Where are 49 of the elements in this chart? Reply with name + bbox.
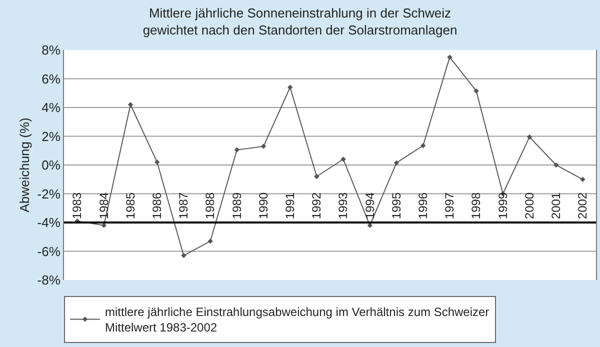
- x-tick-label: 1997: [442, 192, 457, 220]
- y-tick-label: -6%: [37, 244, 61, 259]
- chart-subtitle: gewichtet nach den Standorten der Solarstromanlagen: [142, 22, 458, 38]
- point: [314, 174, 320, 180]
- x-tick-label: 2000: [522, 192, 536, 220]
- x-tick-label: 1992: [310, 192, 324, 220]
- y-tick-label: -4%: [37, 215, 61, 230]
- point: [554, 162, 559, 168]
- point: [420, 142, 426, 148]
- x-tick-label: 1994: [362, 192, 377, 220]
- point: [260, 144, 266, 149]
- x-tick-label: 1996: [416, 192, 430, 220]
- y-tick-label: 2%: [42, 128, 61, 144]
- x-tick-label: 1983: [70, 192, 84, 220]
- x-tick-label: 1984: [96, 192, 111, 220]
- y-tick-label: 8%: [42, 42, 61, 58]
- point: [154, 160, 160, 165]
- legend-label: mittlere jährliche Einstrahlungsabweichung im Verhältnis zum Schweizer Mittelwert 1983-2002: [105, 305, 490, 335]
- y-tick-label: 6%: [42, 71, 61, 86]
- x-tick-label: 1985: [123, 192, 138, 220]
- x-tick-label: 1990: [256, 192, 270, 220]
- point: [288, 84, 293, 90]
- x-tick-label: 1989: [230, 192, 244, 220]
- point: [447, 54, 452, 60]
- x-tick-label: 1986: [150, 192, 164, 220]
- x-tick-label: 1987: [176, 192, 191, 220]
- y-tick-label: 4%: [42, 100, 61, 116]
- point: [474, 88, 479, 94]
- x-tick-label: 1995: [389, 192, 404, 220]
- y-tick-label: -2%: [37, 186, 61, 202]
- point: [340, 156, 346, 162]
- x-tick-label: 2001: [549, 192, 563, 220]
- x-tick-label: 1998: [469, 192, 484, 220]
- point: [128, 102, 134, 108]
- point: [208, 238, 213, 244]
- y-axis-title: Abweichung (%): [17, 118, 32, 212]
- x-tick-label: 1993: [336, 192, 350, 220]
- point: [181, 252, 186, 258]
- x-tick-label: 1988: [203, 192, 218, 220]
- point: [580, 176, 586, 182]
- y-tick-label: 0%: [42, 158, 61, 173]
- x-tick-label: 2002: [576, 192, 590, 220]
- chart-title: Mittlere jährliche Sonneneinstrahlung in der Schweiz: [148, 5, 452, 20]
- x-tick-label: 1991: [283, 192, 297, 220]
- y-tick-label: -8%: [37, 272, 61, 288]
- point: [234, 147, 240, 153]
- x-tick-label: 1999: [496, 192, 510, 220]
- point: [394, 160, 400, 166]
- point: [526, 134, 532, 140]
